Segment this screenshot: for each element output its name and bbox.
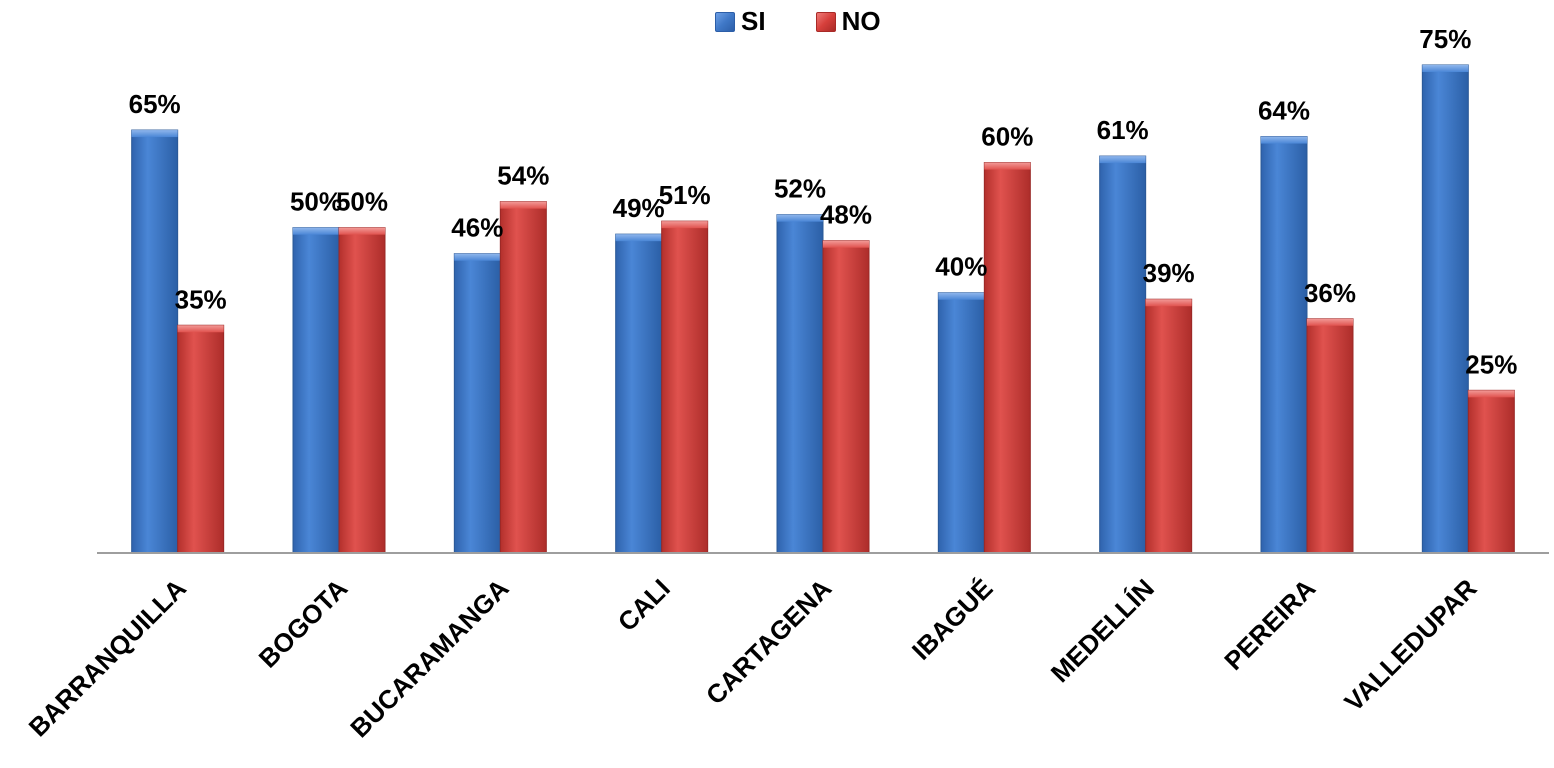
- data-label-no-2: 54%: [497, 161, 549, 191]
- bar-cap-si-7: [1261, 136, 1307, 144]
- bar-cap-si-6: [1099, 156, 1146, 164]
- bar-cap-si-2: [454, 253, 501, 261]
- bar-si-5: [937, 292, 985, 554]
- data-label-no-1: 50%: [336, 187, 388, 217]
- bar-no-7: [1306, 318, 1354, 554]
- data-label-no-4: 48%: [820, 200, 872, 230]
- bar-cap-si-1: [293, 227, 339, 235]
- bar-no-5: [983, 162, 1031, 554]
- data-label-si-3: 49%: [613, 193, 665, 223]
- bar-si-7: [1260, 136, 1308, 554]
- data-label-si-0: 65%: [129, 89, 181, 119]
- bar-cap-no-3: [661, 221, 708, 229]
- bar-no-6: [1145, 298, 1193, 554]
- data-label-no-7: 36%: [1304, 278, 1356, 308]
- bar-cap-si-0: [131, 130, 178, 138]
- legend-label-no: NO: [841, 6, 881, 36]
- legend-swatch-no: [815, 11, 836, 32]
- bars-layer: [131, 64, 1515, 554]
- bar-no-1: [338, 227, 386, 554]
- bar-cap-si-5: [938, 292, 985, 300]
- legend-item-no: NO: [815, 6, 881, 37]
- bar-si-6: [1099, 155, 1147, 554]
- legend: SI NO: [715, 6, 931, 37]
- data-label-si-8: 75%: [1419, 24, 1471, 54]
- bar-cap-si-8: [1422, 65, 1469, 72]
- bar-si-8: [1421, 64, 1469, 554]
- bar-cap-no-2: [500, 201, 547, 209]
- category-label-4: CARTAGENA: [700, 573, 837, 710]
- bar-si-4: [776, 214, 824, 554]
- data-label-si-6: 61%: [1097, 115, 1149, 145]
- data-label-no-0: 35%: [175, 284, 227, 314]
- legend-item-si: SI: [715, 6, 766, 37]
- data-label-si-1: 50%: [290, 187, 342, 217]
- bar-cap-si-3: [615, 234, 662, 242]
- bar-si-3: [615, 233, 663, 554]
- category-label-2: BUCARAMANGA: [344, 573, 514, 743]
- category-label-6: MEDELLÍN: [1045, 573, 1160, 688]
- bar-cap-no-4: [823, 240, 869, 248]
- category-label-8: VALLEDUPAR: [1338, 573, 1482, 717]
- category-label-1: BOGOTA: [253, 573, 354, 674]
- category-label-0: BARRANQUILLA: [23, 573, 192, 742]
- bar-cap-no-7: [1307, 318, 1353, 326]
- data-label-no-8: 25%: [1465, 349, 1517, 379]
- data-label-si-4: 52%: [774, 174, 826, 204]
- bar-si-0: [131, 129, 179, 554]
- data-label-si-2: 46%: [451, 213, 503, 243]
- data-label-no-3: 51%: [659, 180, 711, 210]
- bar-cap-no-0: [177, 325, 224, 333]
- bar-no-3: [661, 220, 709, 554]
- data-label-no-5: 60%: [981, 122, 1033, 152]
- data-label-si-5: 40%: [935, 252, 987, 282]
- bar-si-2: [453, 253, 501, 554]
- bar-cap-si-4: [777, 214, 823, 222]
- category-label-5: IBAGUÉ: [906, 573, 999, 666]
- bar-cap-no-6: [1145, 299, 1192, 307]
- bar-no-8: [1467, 389, 1515, 554]
- bar-no-0: [177, 324, 225, 554]
- data-label-no-6: 39%: [1143, 258, 1195, 288]
- bar-cap-no-1: [339, 227, 385, 235]
- bar-no-4: [822, 240, 870, 554]
- legend-label-si: SI: [741, 6, 766, 36]
- legend-swatch-si: [715, 11, 735, 32]
- category-label-3: CALI: [612, 573, 676, 637]
- bar-no-2: [499, 201, 547, 554]
- bar-cap-no-5: [984, 162, 1031, 170]
- bar-cap-no-8: [1468, 390, 1515, 398]
- category-label-7: PEREIRA: [1218, 573, 1321, 676]
- bar-si-1: [292, 227, 340, 554]
- data-label-si-7: 64%: [1258, 96, 1310, 126]
